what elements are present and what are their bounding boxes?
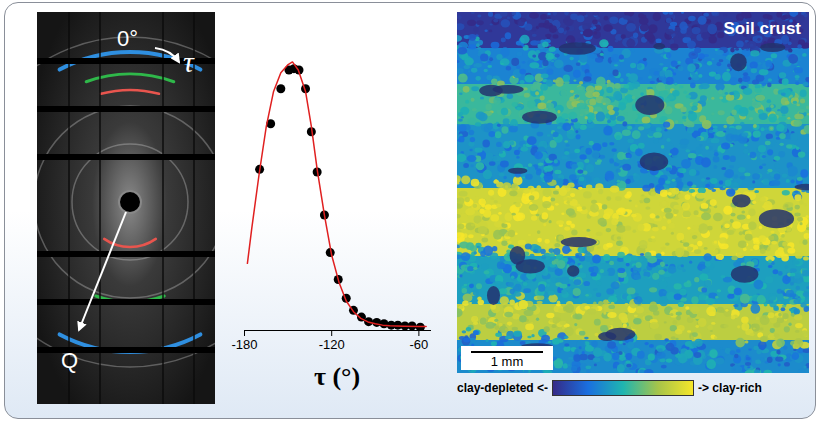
svg-text:-180: -180 xyxy=(231,337,257,352)
html-text:-> clay-rich: -> clay-rich xyxy=(698,381,762,395)
svg-text:-120: -120 xyxy=(319,337,345,352)
svg-text:τ: τ xyxy=(183,45,195,78)
html-text:clay-depleted <-: clay-depleted <- xyxy=(457,381,548,395)
html-text:τ (°): τ (°) xyxy=(313,362,361,391)
svg-text:-60: -60 xyxy=(409,337,428,352)
svg-text:1 mm: 1 mm xyxy=(491,354,524,369)
svg-text:Q: Q xyxy=(61,348,78,373)
svg-text:Soil crust: Soil crust xyxy=(724,19,802,38)
svg-text:0°: 0° xyxy=(117,26,138,51)
